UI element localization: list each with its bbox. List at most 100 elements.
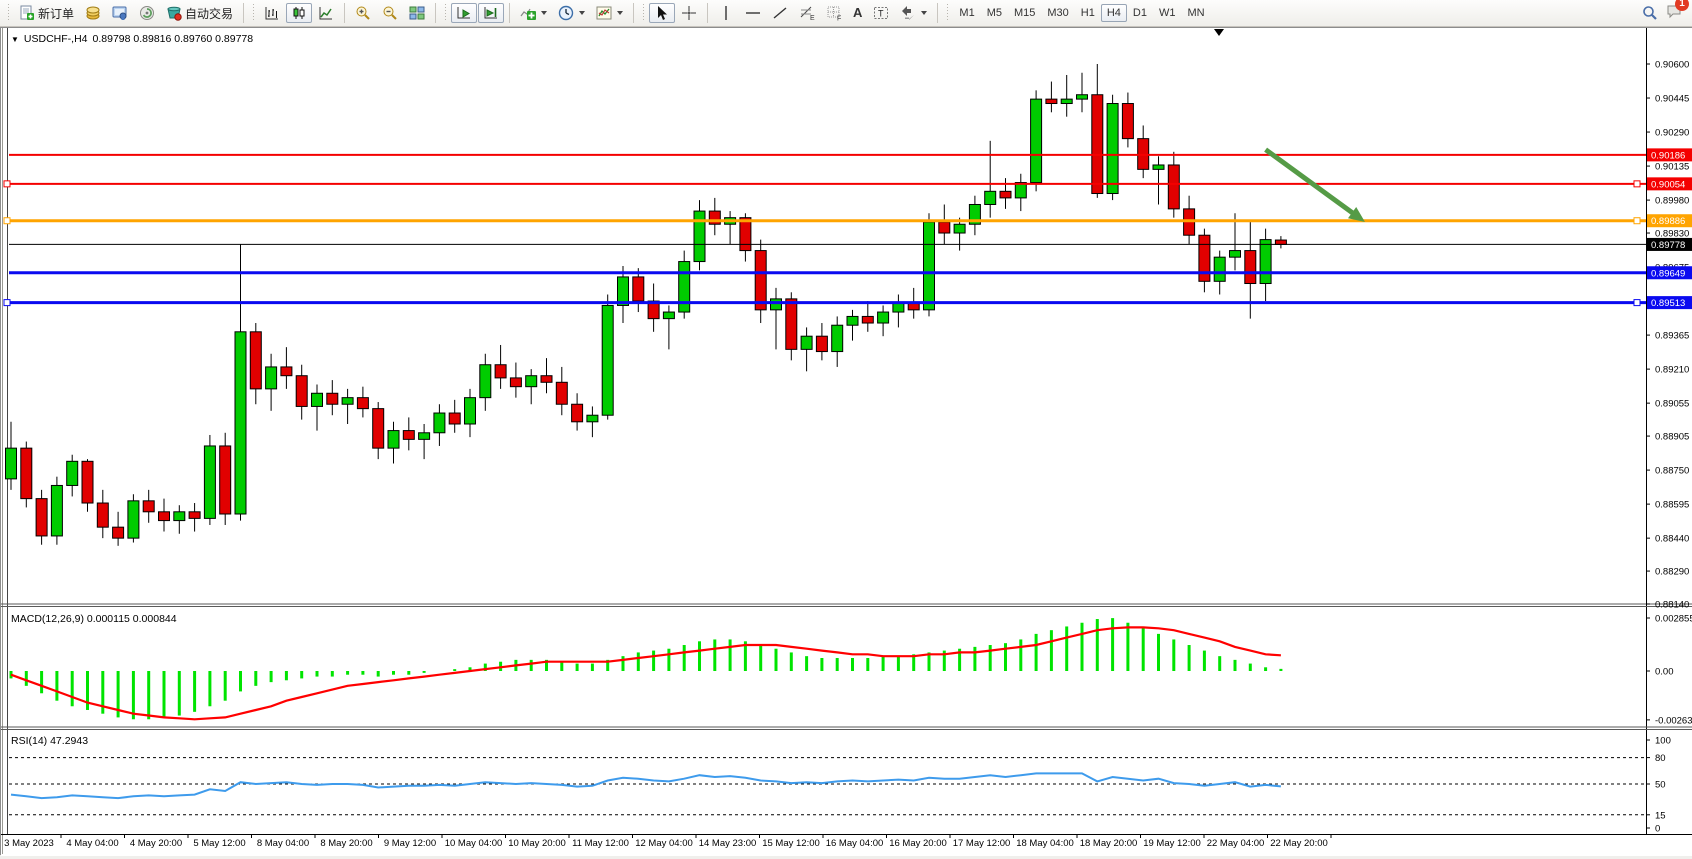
timeframe-button-W1[interactable]: W1	[1158, 7, 1176, 19]
candle-down	[785, 298, 798, 350]
timeframe-button-H4[interactable]: H4	[1100, 4, 1127, 22]
chart-title-collapse-icon[interactable]: ▼	[11, 34, 19, 44]
candle-up	[1229, 250, 1241, 258]
svg-text:14 May 23:00: 14 May 23:00	[699, 838, 757, 849]
svg-text:0.88440: 0.88440	[1655, 534, 1689, 545]
tile-windows-button[interactable]	[404, 3, 430, 23]
annotation-arrow-head[interactable]	[1348, 207, 1365, 222]
candle-up	[525, 375, 538, 388]
arrows-tool-button[interactable]	[895, 3, 932, 23]
fibonacci-button[interactable]: E	[794, 3, 820, 23]
line-handle[interactable]	[3, 180, 11, 188]
toolbar-separator	[509, 3, 511, 23]
candlestick-chart-button[interactable]	[286, 3, 313, 23]
terminal-button[interactable]	[134, 3, 160, 23]
horizontal-line-button[interactable]	[740, 3, 766, 23]
candle-up	[387, 430, 400, 449]
indicators-button[interactable]	[515, 3, 552, 23]
search-icon[interactable]	[1642, 5, 1658, 21]
chart-canvas[interactable]: 0.90600 0.90445 0.90290 0.90135 0.89980 0.898…	[1, 28, 1692, 856]
candle-down	[280, 366, 293, 377]
toolbar-grip[interactable]	[641, 4, 647, 22]
new-order-button[interactable]: 新订单	[14, 3, 79, 23]
line-chart-icon	[318, 5, 334, 21]
line-handle[interactable]	[1633, 299, 1641, 307]
annotation-arrow[interactable]	[1264, 147, 1359, 219]
new-order-icon	[19, 5, 35, 21]
cursor-button[interactable]	[649, 3, 676, 23]
svg-text:0.88595: 0.88595	[1655, 500, 1689, 511]
navigator-button[interactable]	[107, 3, 133, 23]
svg-text:18 May 20:00: 18 May 20:00	[1080, 838, 1138, 849]
bar-chart-icon	[264, 5, 280, 21]
candle-up	[892, 302, 905, 313]
candle-down	[295, 375, 308, 407]
crosshair-button[interactable]	[676, 3, 702, 23]
notifications-button[interactable]: 1	[1666, 0, 1689, 24]
toolbar-separator	[707, 3, 709, 23]
fibonacci-icon: E	[799, 5, 815, 22]
trendline-button[interactable]	[767, 3, 793, 23]
zoom-out-button[interactable]	[377, 3, 403, 23]
chart-shift-marker[interactable]	[1214, 29, 1224, 36]
toolbar-grip[interactable]	[251, 4, 257, 22]
text-label-button[interactable]: T	[868, 3, 894, 23]
candle-down	[112, 526, 125, 539]
svg-text:10 May 04:00: 10 May 04:00	[445, 838, 503, 849]
svg-text:10 May 20:00: 10 May 20:00	[508, 838, 566, 849]
templates-button[interactable]	[591, 3, 628, 23]
candle-down	[1198, 234, 1211, 282]
timeframe-button-M1[interactable]: M1	[959, 7, 975, 19]
candle-up	[5, 447, 17, 480]
macd-pane: 0.002855 0.00 -0.002634	[9, 614, 1692, 726]
timeframe-group: M1 M5 M15 M30 H1 H4 D1 W1 MN	[953, 4, 1210, 22]
candle-up	[1014, 182, 1027, 199]
candle-down	[647, 300, 660, 320]
chart-shift-button[interactable]	[478, 3, 505, 23]
market-watch-button[interactable]	[80, 3, 106, 23]
candle-down	[815, 335, 828, 353]
candle-down	[448, 412, 461, 425]
svg-text:16 May 20:00: 16 May 20:00	[889, 838, 947, 849]
line-chart-button[interactable]	[313, 3, 339, 23]
candle-down	[249, 331, 262, 390]
text-tool-button[interactable]: A	[848, 3, 867, 23]
autotrading-button[interactable]: 自动交易	[161, 3, 238, 23]
candle-down	[938, 221, 951, 234]
candle-up	[127, 500, 140, 539]
line-handle[interactable]	[1633, 217, 1641, 225]
candle-down	[372, 408, 385, 449]
timeframe-button-M5[interactable]: M5	[986, 7, 1002, 19]
terminal-icon	[139, 5, 155, 21]
price-badge	[1647, 266, 1692, 280]
svg-text:50: 50	[1655, 780, 1666, 791]
svg-text:3 May 2023: 3 May 2023	[4, 838, 54, 849]
periods-button[interactable]	[553, 3, 590, 23]
indicators-caret-icon	[541, 11, 548, 15]
candle-up	[418, 432, 431, 440]
timeframe-button-D1[interactable]: D1	[1132, 7, 1147, 19]
chart-symbol-title[interactable]: ▼ USDCHF-,H4 0.89798 0.89816 0.89760 0.8…	[11, 33, 253, 45]
toolbar-grip[interactable]	[6, 4, 11, 22]
text-label-icon: T	[873, 5, 889, 21]
line-handle[interactable]	[3, 299, 11, 307]
svg-text:18 May 04:00: 18 May 04:00	[1016, 838, 1074, 849]
timeframe-button-M30[interactable]: M30	[1047, 7, 1069, 19]
line-handle[interactable]	[1633, 180, 1641, 188]
auto-scroll-button[interactable]	[451, 3, 478, 23]
toolbar-grip[interactable]	[945, 4, 951, 22]
zoom-in-button[interactable]	[350, 3, 376, 23]
toolbar-right-group: 1	[1642, 0, 1689, 24]
timeframe-button-M15[interactable]: M15	[1013, 7, 1036, 19]
timeframe-button-MN[interactable]: MN	[1187, 7, 1205, 19]
zoom-in-icon	[355, 5, 371, 21]
toolbar-grip[interactable]	[443, 4, 449, 22]
candle-up	[831, 324, 844, 353]
line-handle[interactable]	[3, 217, 11, 225]
toolbar-separator	[633, 3, 635, 23]
candle-up	[1076, 94, 1088, 100]
cells-button[interactable]: F	[821, 3, 847, 23]
bar-chart-button[interactable]	[259, 3, 285, 23]
timeframe-button-H1[interactable]: H1	[1080, 7, 1095, 19]
vertical-line-button[interactable]	[713, 3, 739, 23]
